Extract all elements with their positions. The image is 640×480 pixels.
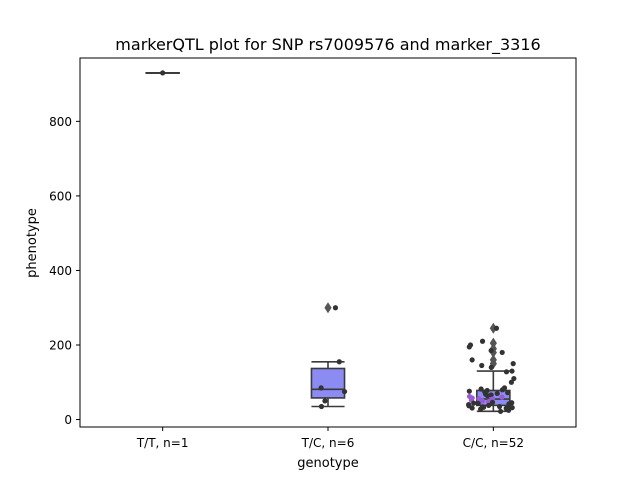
data-point	[489, 399, 496, 405]
data-point	[466, 388, 472, 394]
data-point	[499, 394, 505, 400]
data-point	[510, 361, 516, 367]
data-point	[479, 362, 485, 369]
data-point	[469, 357, 475, 363]
data-point	[478, 386, 484, 392]
y-tick-label: 400	[49, 264, 72, 278]
data-point	[506, 407, 512, 413]
data-point	[486, 399, 492, 405]
y-axis: 0 200 400 600 800	[49, 115, 80, 427]
outlier-marker	[489, 322, 497, 334]
data-point	[484, 393, 491, 399]
data-point	[318, 385, 324, 391]
data-point	[497, 408, 504, 414]
data-point	[478, 406, 484, 412]
plot-area	[145, 70, 517, 414]
data-point	[505, 390, 511, 396]
outlier-marker	[489, 346, 497, 358]
x-tick-label: C/C, n=52	[463, 436, 524, 450]
chart-title: markerQTL plot for SNP rs7009576 and mar…	[115, 35, 540, 55]
data-point	[493, 325, 500, 331]
data-point	[488, 364, 494, 370]
data-point	[488, 347, 494, 354]
data-point	[336, 359, 342, 365]
data-point	[494, 390, 500, 397]
y-tick-label: 0	[64, 413, 72, 427]
box-group	[145, 70, 180, 76]
outlier-marker	[489, 337, 497, 349]
outlier-marker	[489, 358, 497, 370]
data-point	[475, 400, 481, 407]
data-point	[341, 388, 348, 395]
data-point	[486, 402, 492, 408]
box	[310, 367, 346, 399]
y-axis-label: phenotype	[25, 208, 40, 278]
y-tick-label: 800	[49, 115, 72, 129]
box-group	[310, 302, 348, 410]
data-point	[318, 403, 325, 410]
data-point	[160, 70, 166, 76]
data-point	[499, 387, 506, 393]
box-group	[466, 322, 517, 414]
data-point	[509, 405, 515, 411]
data-point	[509, 368, 515, 374]
data-point	[508, 379, 515, 385]
data-point	[322, 398, 328, 404]
data-point	[466, 344, 472, 350]
data-point	[499, 349, 505, 356]
data-point	[511, 375, 517, 382]
data-point	[503, 369, 510, 375]
data-point	[479, 398, 486, 404]
x-tick-label: T/T, n=1	[136, 436, 189, 450]
data-point	[471, 400, 477, 406]
data-point	[469, 405, 475, 411]
data-point	[479, 338, 486, 344]
data-point	[496, 403, 503, 410]
data-point	[332, 305, 339, 311]
x-tick-label: T/C, n=6	[301, 436, 355, 450]
y-tick-label: 600	[49, 189, 72, 203]
outlier-marker	[324, 302, 332, 314]
x-axis-label: genotype	[297, 456, 358, 471]
y-tick-label: 200	[49, 339, 72, 353]
x-axis: T/T, n=1 T/C, n=6 C/C, n=52	[136, 427, 524, 450]
